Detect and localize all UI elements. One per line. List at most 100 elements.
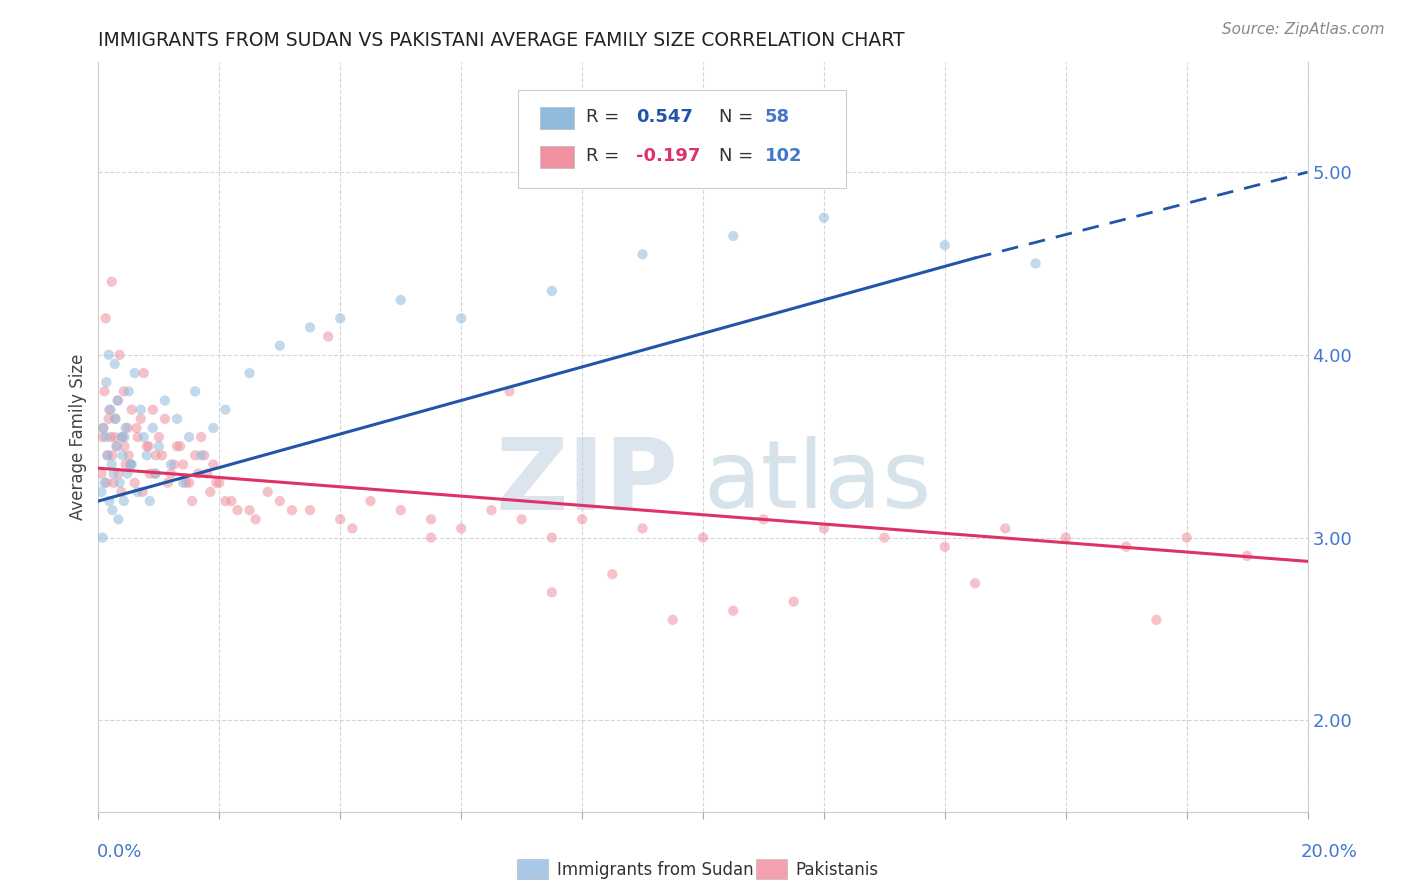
Point <box>124 366 146 380</box>
Point <box>118 384 141 399</box>
Point <box>389 293 412 307</box>
Text: R =: R = <box>586 108 619 126</box>
Point <box>1024 256 1046 270</box>
Text: 58: 58 <box>765 108 790 126</box>
Text: 0.0%: 0.0% <box>97 843 142 861</box>
Point <box>163 458 186 472</box>
Point <box>103 467 125 481</box>
Point <box>100 430 122 444</box>
Point <box>1054 531 1077 545</box>
Point <box>150 448 173 462</box>
Point <box>93 475 115 490</box>
Point <box>104 430 127 444</box>
Point <box>540 284 562 298</box>
Point <box>420 512 443 526</box>
Point <box>994 521 1017 535</box>
Point <box>934 540 956 554</box>
Point <box>101 448 124 462</box>
Point <box>100 275 122 289</box>
Point <box>90 467 112 481</box>
Point <box>172 458 194 472</box>
Point <box>93 384 115 399</box>
Point <box>256 484 278 499</box>
Point <box>510 512 533 526</box>
Point <box>169 439 191 453</box>
Point <box>269 494 291 508</box>
Point <box>360 494 382 508</box>
Point <box>138 439 160 453</box>
Point <box>193 448 215 462</box>
Point <box>571 512 593 526</box>
FancyBboxPatch shape <box>540 107 574 129</box>
Point <box>117 467 139 481</box>
Point <box>120 458 142 472</box>
Point <box>110 430 132 444</box>
Point <box>342 521 364 535</box>
Point <box>602 567 624 582</box>
Text: 102: 102 <box>765 147 803 165</box>
Point <box>1146 613 1168 627</box>
Point <box>143 467 166 481</box>
Point <box>101 503 124 517</box>
Point <box>139 467 162 481</box>
Point <box>498 384 520 399</box>
Point <box>631 521 654 535</box>
Point <box>205 475 228 490</box>
Point <box>166 412 188 426</box>
Point <box>269 339 291 353</box>
Point <box>148 430 170 444</box>
Text: -0.197: -0.197 <box>637 147 700 165</box>
Text: atlas: atlas <box>703 436 931 528</box>
Point <box>96 475 118 490</box>
Point <box>107 393 129 408</box>
Point <box>117 421 139 435</box>
Point <box>114 421 136 435</box>
Point <box>142 421 165 435</box>
Point <box>156 475 179 490</box>
Point <box>245 512 267 526</box>
Point <box>179 430 201 444</box>
Point <box>98 494 121 508</box>
Point <box>97 412 120 426</box>
Point <box>540 585 562 599</box>
Point <box>100 458 122 472</box>
Point <box>723 229 745 244</box>
Point <box>1236 549 1258 563</box>
Point <box>90 484 112 499</box>
Point <box>208 475 231 490</box>
Point <box>181 494 204 508</box>
Point <box>934 238 956 252</box>
Point <box>96 448 118 462</box>
Text: 0.547: 0.547 <box>637 108 693 126</box>
FancyBboxPatch shape <box>540 145 574 168</box>
Text: 20.0%: 20.0% <box>1301 843 1357 861</box>
Text: IMMIGRANTS FROM SUDAN VS PAKISTANI AVERAGE FAMILY SIZE CORRELATION CHART: IMMIGRANTS FROM SUDAN VS PAKISTANI AVERA… <box>98 30 905 50</box>
Y-axis label: Average Family Size: Average Family Size <box>69 354 87 520</box>
Point <box>329 311 352 326</box>
Point <box>965 576 987 591</box>
Point <box>111 430 134 444</box>
Text: Pakistanis: Pakistanis <box>796 861 879 879</box>
Point <box>202 458 225 472</box>
Point <box>103 475 125 490</box>
Point <box>118 448 141 462</box>
Point <box>184 448 207 462</box>
Point <box>145 448 167 462</box>
Point <box>107 512 129 526</box>
Point <box>111 448 134 462</box>
FancyBboxPatch shape <box>517 90 845 188</box>
Point <box>200 484 222 499</box>
Point <box>329 512 352 526</box>
Point <box>112 384 135 399</box>
Point <box>105 439 128 453</box>
Point <box>1175 531 1198 545</box>
Point <box>108 475 131 490</box>
Point <box>104 412 127 426</box>
Point <box>420 531 443 545</box>
Point <box>752 512 775 526</box>
Point <box>96 376 118 390</box>
Point <box>142 402 165 417</box>
Text: N =: N = <box>718 108 754 126</box>
Text: ZIP: ZIP <box>496 434 679 531</box>
Point <box>91 531 114 545</box>
